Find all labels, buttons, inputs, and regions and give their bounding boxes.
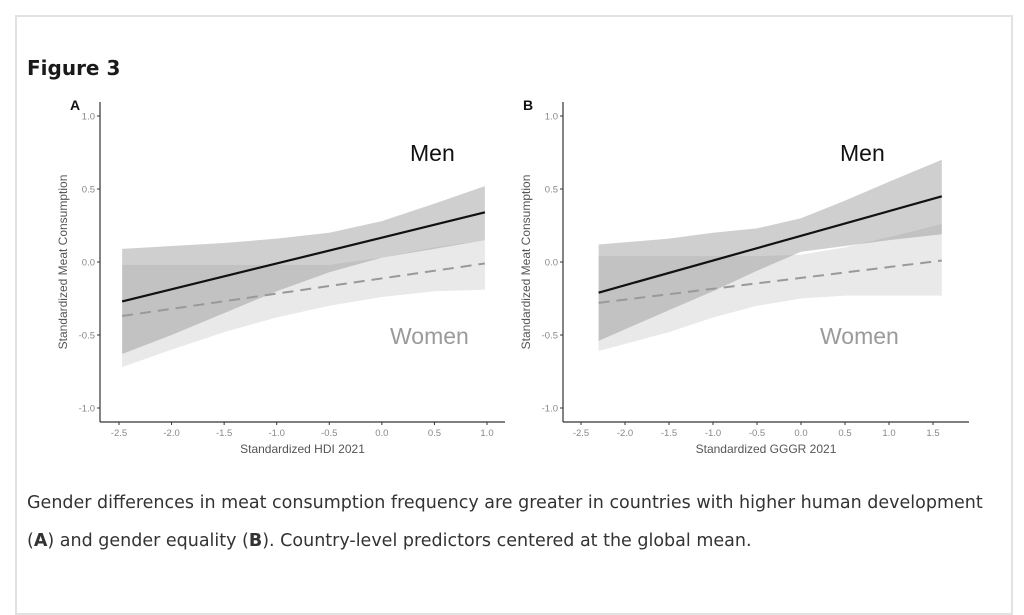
x-tick-label: 1.5 [926, 428, 939, 439]
x-tick-label: -0.5 [749, 428, 765, 439]
x-tick-label: -2.5 [573, 428, 589, 439]
men-confidence-band [598, 159, 942, 341]
x-tick-label: 0.0 [375, 428, 388, 439]
x-tick-label: 1.0 [882, 428, 895, 439]
x-tick-label: 0.0 [794, 428, 807, 439]
men-confidence-band [122, 186, 485, 354]
women-regression-line [598, 259, 942, 304]
x-axis-title: Standardized GGGR 2021 [696, 442, 837, 456]
x-tick-label: -2.5 [111, 428, 127, 439]
women-confidence-band [598, 224, 942, 352]
x-tick-label: 0.5 [428, 428, 441, 439]
y-tick-label: -0.5 [79, 331, 95, 342]
figure-charts: -1.0 -0.5 0.0 0.5 1.0 -2.5 -2.0 -1.5 -1.0 -0.5 0.0… [56, 97, 969, 456]
x-tick-label: 0.5 [838, 428, 851, 439]
caption-ref-b: B [248, 531, 263, 551]
men-regression-line [121, 211, 486, 303]
y-tick-label: 0.0 [545, 258, 558, 269]
men-regression-line [598, 195, 943, 294]
y-axis-title: Standardized Meat Consumption [56, 175, 70, 350]
x-tick-label: 1.0 [480, 428, 493, 439]
x-tick-label: -1.0 [705, 428, 721, 439]
x-axis-title: Standardized HDI 2021 [240, 442, 365, 456]
chart-panel-b: -1.0 -0.5 0.0 0.5 1.0 -2.5 -2.0 -1.5 -1.0 -0.5 0.0… [519, 97, 969, 456]
men-label: Men [840, 140, 885, 166]
y-tick-label: 1.0 [82, 112, 95, 123]
caption-text-2: ) and gender equality ( [47, 531, 249, 551]
x-tick-label: -1.0 [269, 428, 285, 439]
x-tick-label: -1.5 [661, 428, 677, 439]
figure-title: Figure 3 [27, 56, 121, 80]
women-label: Women [820, 323, 899, 349]
x-tick-label: -0.5 [321, 428, 337, 439]
chart-panel-a: -1.0 -0.5 0.0 0.5 1.0 -2.5 -2.0 -1.5 -1.0 -0.5 0.0… [56, 97, 505, 456]
y-tick-label: 1.0 [545, 112, 558, 123]
x-tick-label: -2.0 [617, 428, 633, 439]
y-tick-label: -0.5 [542, 331, 558, 342]
y-tick-label: -1.0 [542, 404, 558, 415]
panel-label: B [523, 97, 533, 113]
x-tick-label: -1.5 [216, 428, 232, 439]
y-tick-label: 0.5 [82, 185, 95, 196]
y-axis-title: Standardized Meat Consumption [519, 175, 533, 350]
panel-label: A [70, 97, 80, 113]
figure-caption: Gender differences in meat consumption f… [27, 484, 987, 560]
x-tick-label: -2.0 [163, 428, 179, 439]
caption-ref-a: A [33, 531, 48, 551]
women-confidence-band [122, 240, 485, 368]
y-tick-label: 0.5 [545, 185, 558, 196]
y-tick-label: -1.0 [79, 404, 95, 415]
caption-text-1: Gender differences in meat consumption f… [27, 493, 983, 551]
y-tick-label: 0.0 [82, 258, 95, 269]
women-regression-line [122, 262, 486, 318]
women-label: Women [390, 323, 469, 349]
men-label: Men [410, 140, 455, 166]
caption-text-3: ). Country-level predictors centered at … [262, 531, 752, 551]
